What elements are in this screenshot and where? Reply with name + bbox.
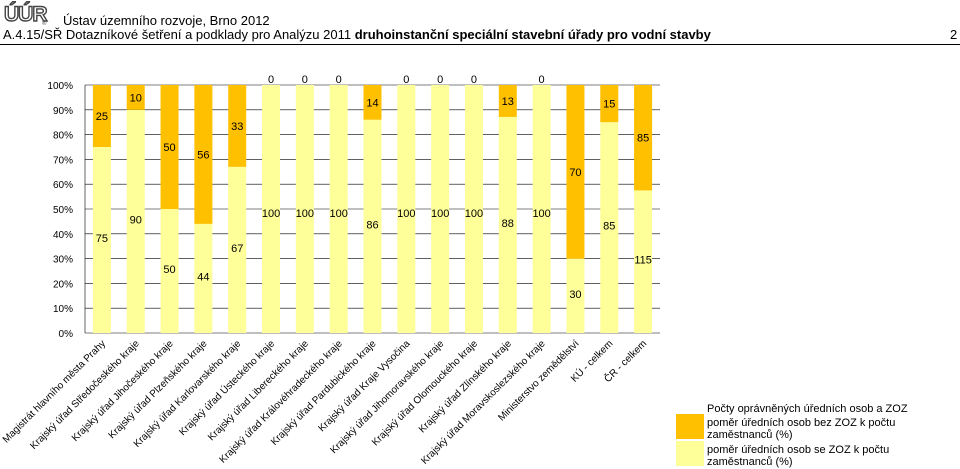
document-title-subject: druhoinstanční speciální stavební úřady … (354, 27, 711, 42)
data-label-with-zoz: 115 (634, 255, 652, 267)
bar-segment-with-zoz (126, 109, 145, 333)
data-label-without-zoz: 70 (569, 167, 581, 179)
bar-segment-with-zoz (634, 190, 653, 333)
y-axis-tick-labels: 0% 10% 20% 30% 40% 50% 60% 70% 80% 90% 100% (47, 81, 73, 340)
data-label-without-zoz: 0 (403, 74, 409, 86)
bar-segment-with-zoz (431, 85, 450, 333)
data-label-with-zoz: 100 (532, 208, 550, 220)
header-rule (0, 44, 960, 45)
data-label-with-zoz: 85 (603, 221, 615, 233)
bar-segment-with-zoz (498, 116, 517, 333)
bar-segment-without-zoz (92, 85, 111, 147)
bar-segment-with-zoz (464, 85, 483, 333)
bar-segment-without-zoz (498, 85, 517, 117)
y-tick-label: 50% (53, 205, 73, 216)
bar-segment-with-zoz (295, 85, 314, 333)
data-label-with-zoz: 90 (130, 214, 142, 226)
document-title-prefix: A.4.15/SŘ Dotazníkové šetření a podklady… (3, 27, 352, 42)
y-tick-label: 30% (53, 255, 73, 266)
legend-swatch-with-zoz (676, 441, 704, 466)
data-label-without-zoz: 56 (197, 149, 209, 161)
data-label-without-zoz: 13 (502, 96, 514, 108)
bar-segment-with-zoz (363, 119, 382, 333)
y-tick-label: 90% (53, 106, 73, 117)
data-label-with-zoz: 88 (502, 218, 514, 230)
data-label-without-zoz: 0 (268, 74, 274, 86)
data-label-with-zoz: 100 (262, 208, 280, 220)
bar-segment-with-zoz (160, 209, 179, 333)
legend-item-with-zoz: poměr úředních osob se ZOZ k počtu zaměs… (676, 441, 960, 468)
data-label-with-zoz: 100 (397, 208, 415, 220)
bar-segment-with-zoz (566, 258, 585, 333)
document-title: A.4.15/SŘ Dotazníkové šetření a podklady… (3, 28, 711, 42)
data-label-without-zoz: 33 (231, 121, 243, 133)
organization-name: Ústav územního rozvoje, Brno 2012 (63, 13, 270, 28)
bar-segment-with-zoz (92, 147, 111, 333)
bar-segment-without-zoz (634, 85, 653, 191)
legend-swatch-without-zoz (676, 414, 704, 439)
data-label-without-zoz: 25 (96, 111, 108, 123)
data-label-with-zoz: 75 (96, 233, 108, 245)
bar-segment-without-zoz (566, 85, 585, 259)
data-label-without-zoz: 0 (471, 74, 477, 86)
bar-segment-without-zoz (126, 85, 145, 110)
y-tick-label: 80% (53, 131, 73, 142)
y-tick-label: 0% (59, 329, 74, 340)
uur-logo: ÚÚR ® (3, 1, 49, 27)
bar-segment-without-zoz (194, 85, 213, 224)
bar-segment-with-zoz (600, 122, 619, 333)
bar-segment-without-zoz (600, 85, 619, 123)
data-label-without-zoz: 0 (336, 74, 342, 86)
y-tick-label: 40% (53, 230, 73, 241)
bar-segment-without-zoz (363, 85, 382, 120)
bar-segment-with-zoz (194, 223, 213, 333)
x-category-label: Krajský úřad Moravskoslezského kraje (419, 338, 548, 467)
data-label-with-zoz: 100 (296, 208, 314, 220)
bar-segment-with-zoz (329, 85, 348, 333)
data-label-with-zoz: 67 (231, 243, 243, 255)
data-label-without-zoz: 0 (302, 74, 308, 86)
data-label-with-zoz: 100 (431, 208, 449, 220)
data-label-with-zoz: 50 (163, 264, 175, 276)
data-label-without-zoz: 50 (163, 142, 175, 154)
y-tick-label: 10% (53, 304, 73, 315)
bars (92, 85, 653, 333)
legend-title: Počty oprávněných úředních osob a ZOZ (707, 403, 908, 415)
y-tick-label: 100% (47, 81, 73, 92)
data-label-without-zoz: 0 (539, 74, 545, 86)
page-number: 2 (950, 27, 958, 42)
legend-label-with-zoz: poměr úředních osob se ZOZ k počtu zaměs… (707, 444, 890, 468)
data-label-with-zoz: 30 (569, 289, 581, 301)
data-label-without-zoz: 0 (437, 74, 443, 86)
registered-mark: ® (42, 20, 47, 27)
legend-item-without-zoz: poměr úředních osob bez ZOZ k počtu zamě… (676, 414, 960, 441)
document-header: ÚÚR ® Ústav územního rozvoje, Brno 2012 … (0, 0, 960, 44)
data-label-without-zoz: 14 (366, 97, 378, 109)
y-tick-label: 70% (53, 155, 73, 166)
x-category-label: Krajský úřad Královéhradeckého kraje (218, 338, 346, 466)
bar-segment-with-zoz (532, 85, 551, 333)
data-label-with-zoz: 86 (366, 219, 378, 231)
data-label-without-zoz: 15 (603, 99, 615, 111)
data-label-without-zoz: 10 (130, 92, 142, 104)
bar-segment-without-zoz (160, 85, 179, 209)
data-label-with-zoz: 100 (329, 208, 347, 220)
data-labels: 75 25 90 10 50 50 44 56 67 33 100 0 100 0 100 0 86 14 100 0… (96, 74, 652, 301)
data-label-without-zoz: 85 (637, 133, 649, 145)
data-label-with-zoz: 44 (197, 271, 209, 283)
bar-segment-without-zoz (228, 85, 247, 167)
legend-label-without-zoz: poměr úředních osob bez ZOZ k počtu zamě… (707, 417, 896, 441)
bar-segment-with-zoz (262, 85, 281, 333)
bar-segment-with-zoz (397, 85, 416, 333)
bar-segment-with-zoz (228, 166, 247, 333)
data-label-with-zoz: 100 (465, 208, 483, 220)
logo-lettering: ÚÚR (4, 2, 47, 26)
y-tick-label: 60% (53, 180, 73, 191)
y-tick-label: 20% (53, 279, 73, 290)
